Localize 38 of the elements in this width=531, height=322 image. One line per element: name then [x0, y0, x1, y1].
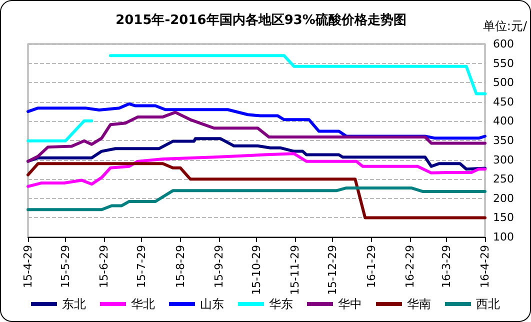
- y-tick-label: 500: [493, 76, 514, 90]
- y-tick-label: 100: [493, 230, 514, 244]
- y-tick-label: 150: [493, 211, 514, 224]
- x-tick-label: 15-4-29: [22, 245, 34, 288]
- x-tick-label: 16-4-29: [478, 245, 492, 288]
- legend-label: 东北: [62, 297, 86, 311]
- x-tick-label: 15-6-29: [98, 245, 111, 288]
- y-tick-label: 450: [493, 95, 514, 108]
- x-tick-label: 15-7-29: [135, 245, 148, 288]
- x-tick-label: 16-3-29: [440, 245, 453, 288]
- chart-title: 2015年-2016年国内各地区93%硫酸价格走势图: [116, 12, 406, 28]
- legend-label: 华东: [269, 297, 293, 311]
- x-tick-label: 15-9-29: [212, 245, 226, 288]
- line-series: [26, 137, 486, 171]
- x-tick-label: 15-8-29: [174, 245, 187, 288]
- y-tick-label: 300: [493, 153, 514, 166]
- line-series: [26, 162, 486, 220]
- line-series: [26, 152, 486, 188]
- y-tick-label: 600: [493, 38, 514, 50]
- legend-label: 华北: [131, 297, 155, 311]
- line-series: [26, 110, 486, 163]
- y-tick-label: 400: [493, 114, 514, 128]
- y-tick-label: 200: [493, 192, 514, 205]
- y-tick-label: 350: [493, 134, 514, 147]
- x-tick-label: 16-2-29: [404, 245, 417, 288]
- y-axis-title: 单位:元/: [482, 19, 528, 33]
- y-tick-label: 250: [493, 172, 514, 186]
- legend-label: 华中: [338, 297, 362, 311]
- legend-label: 西北: [476, 297, 500, 311]
- x-tick-label: 15-5-29: [58, 245, 72, 288]
- x-tick-label: 16-1-29: [364, 245, 378, 288]
- legend-label: 山东: [200, 297, 224, 311]
- x-tick-label: 15-12-29: [326, 245, 340, 295]
- y-tick-label: 550: [493, 56, 514, 70]
- x-tick-label: 15-10-29: [250, 245, 263, 295]
- line-series: [26, 186, 486, 212]
- legend-label: 华南: [407, 297, 431, 311]
- x-tick-label: 15-11-29: [288, 245, 302, 295]
